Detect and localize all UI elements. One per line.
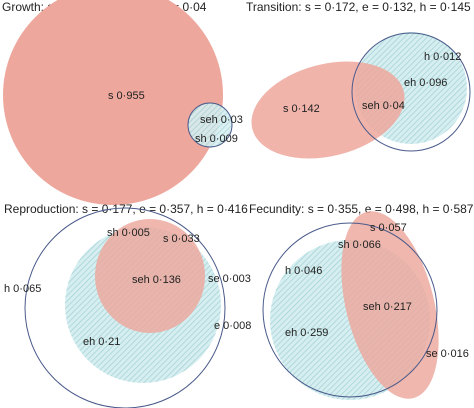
label-eh-fecundity: eh 0·259 (285, 327, 328, 339)
label-seh-transition: seh 0·04 (362, 100, 405, 112)
panel-reproduction: Reproduction: s = 0·177, e = 0·357, h = … (4, 202, 251, 408)
label-se-reproduction: se 0·003 (208, 273, 251, 285)
label-seh-reproduction: seh 0·136 (132, 274, 181, 286)
label-s-fecundity: s 0·057 (370, 222, 407, 234)
set-s-reproduction (95, 219, 205, 333)
label-sh-growth: sh 0·009 (195, 133, 238, 145)
set-s-transition (251, 61, 405, 159)
set-s-fecundity (341, 211, 439, 399)
set-e-growth (188, 103, 232, 147)
set-s-growth (3, 0, 223, 205)
label-seh-growth: seh 0·03 (200, 114, 243, 126)
panel-title-fecundity: Fecundity: s = 0·355, e = 0·498, h = 0·5… (249, 202, 474, 216)
panel-transition: Transition: s = 0·172, e = 0·132, h = 0·… (246, 0, 471, 159)
label-h-transition: h 0·012 (424, 51, 461, 63)
set-h-transition (351, 32, 471, 152)
panel-fecundity: Fecundity: s = 0·355, e = 0·498, h = 0·5… (249, 202, 474, 400)
label-sh-fecundity: sh 0·066 (338, 239, 381, 251)
set-h-fecundity (262, 222, 438, 398)
label-e-reproduction: e 0·008 (214, 320, 251, 332)
set-h-reproduction (24, 207, 226, 408)
label-s-growth: s 0·955 (108, 90, 145, 102)
label-s-reproduction: s 0·033 (163, 233, 200, 245)
label-s-transition: s 0·142 (283, 103, 320, 115)
label-sh-reproduction: sh 0·005 (107, 227, 150, 239)
panel-title-reproduction: Reproduction: s = 0·177, e = 0·357, h = … (4, 202, 248, 216)
panel-title-transition: Transition: s = 0·172, e = 0·132, h = 0·… (246, 0, 471, 14)
set-h-growth (187, 102, 233, 148)
label-h-reproduction: h 0·065 (4, 283, 41, 295)
label-eh-reproduction: eh 0·21 (83, 336, 120, 348)
label-h-fecundity: h 0·046 (285, 265, 322, 277)
label-eh-transition: eh 0·096 (404, 77, 447, 89)
label-seh-fecundity: seh 0·217 (363, 301, 412, 313)
panel-growth: Growth: s = 0·992, e = 0·029, h = 0·04 s… (2, 0, 243, 205)
label-se-fecundity: se 0·016 (426, 348, 469, 360)
